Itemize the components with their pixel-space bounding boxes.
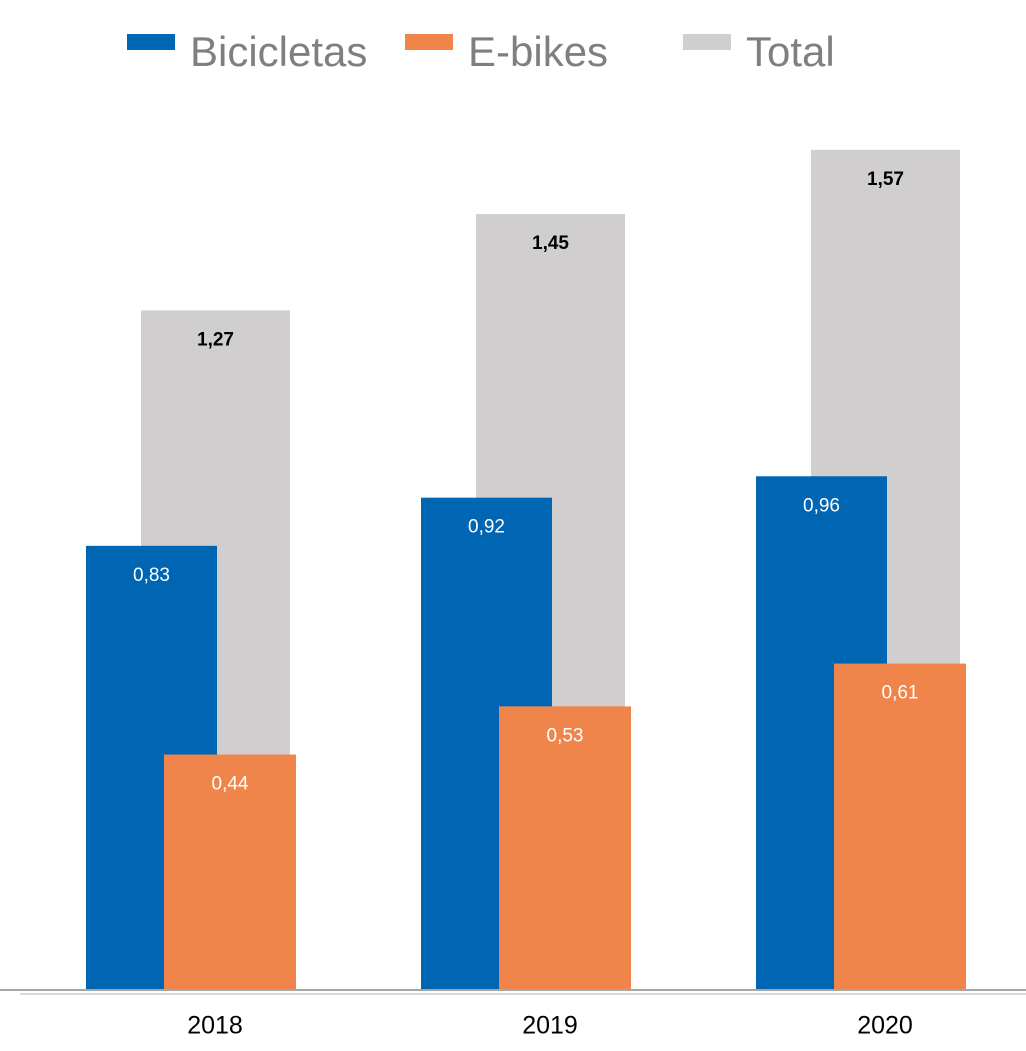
data-label: 0,92	[468, 517, 505, 538]
data-label: 1,27	[197, 329, 234, 350]
bar	[164, 754, 296, 990]
x-tick-label: 2020	[857, 1012, 913, 1040]
data-label: 1,57	[867, 169, 904, 190]
legend-swatch	[127, 34, 175, 50]
bar	[834, 663, 966, 990]
data-label: 0,83	[133, 565, 170, 586]
legend-label: Total	[746, 28, 835, 75]
x-tick-label: 2019	[522, 1012, 578, 1040]
bar	[499, 706, 631, 990]
legend-swatch	[405, 34, 453, 50]
data-label: 0,44	[212, 774, 249, 795]
data-label: 0,96	[803, 495, 840, 516]
x-tick-label: 2018	[187, 1012, 243, 1040]
legend-label: Bicicletas	[190, 28, 367, 75]
data-label: 1,45	[532, 233, 569, 254]
data-label: 0,61	[882, 683, 919, 704]
legend-label: E-bikes	[468, 28, 608, 75]
legend-swatch	[683, 34, 731, 50]
data-label: 0,53	[547, 725, 584, 746]
